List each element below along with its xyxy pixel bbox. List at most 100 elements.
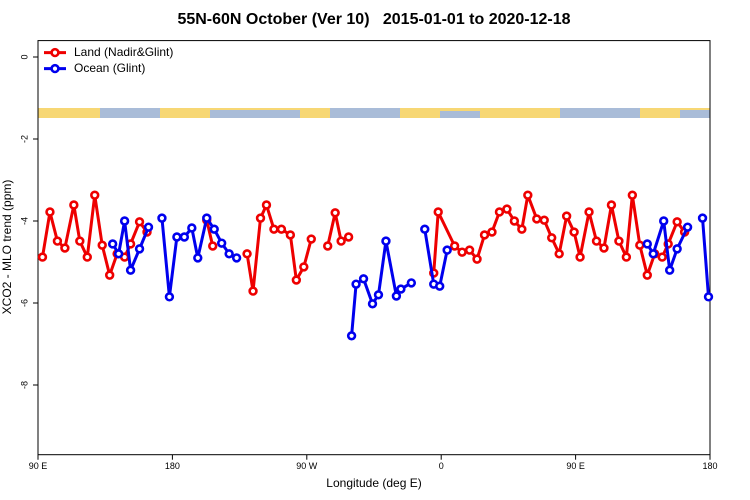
point — [208, 241, 218, 251]
point — [255, 213, 266, 223]
point — [242, 249, 252, 259]
point — [330, 208, 340, 218]
point — [406, 278, 417, 288]
legend-label: Ocean (Glint) — [74, 61, 145, 75]
point — [396, 284, 406, 294]
land-mask-strip — [38, 108, 710, 118]
point — [648, 249, 658, 259]
point — [606, 200, 617, 210]
point — [172, 232, 182, 242]
point — [231, 253, 242, 263]
point — [457, 247, 467, 257]
point — [113, 249, 124, 259]
point — [479, 230, 490, 240]
point — [291, 275, 302, 285]
point — [547, 233, 557, 243]
point — [599, 243, 609, 253]
point — [664, 265, 675, 275]
point — [134, 244, 145, 254]
legend-marker — [50, 63, 60, 74]
point — [134, 217, 145, 227]
point — [523, 190, 533, 200]
point — [104, 270, 115, 280]
point — [614, 236, 624, 246]
point — [697, 213, 708, 223]
point — [494, 207, 505, 217]
point — [261, 200, 272, 210]
point — [435, 281, 445, 291]
point — [532, 214, 542, 224]
point — [561, 211, 572, 221]
point — [627, 190, 638, 200]
point — [517, 224, 527, 234]
point — [299, 262, 309, 272]
point — [69, 200, 79, 210]
point — [569, 227, 579, 237]
point — [672, 217, 682, 227]
point — [391, 291, 402, 301]
point — [209, 224, 219, 234]
x-axis-label: Longitude (deg E) — [326, 476, 421, 490]
y-tick-label: -6 — [19, 299, 29, 307]
point — [323, 241, 333, 251]
y-tick-label: -8 — [19, 381, 29, 389]
x-tick-label: 90 E — [566, 461, 585, 471]
point — [472, 254, 482, 264]
point — [107, 239, 118, 249]
point — [306, 234, 316, 244]
point — [621, 252, 632, 262]
point — [60, 243, 70, 253]
point — [343, 232, 354, 242]
point — [346, 331, 357, 341]
point — [642, 239, 652, 249]
point — [119, 216, 130, 226]
point — [336, 236, 346, 246]
point — [193, 253, 203, 263]
point — [216, 238, 227, 248]
point — [420, 224, 430, 234]
point — [659, 216, 669, 226]
point — [657, 252, 667, 262]
x-tick-label: 90 W — [296, 461, 318, 471]
point — [164, 292, 175, 302]
point — [143, 222, 154, 232]
point — [584, 207, 594, 217]
point — [635, 240, 645, 250]
legend-label: Land (Nadir&Glint) — [74, 45, 173, 59]
point — [351, 279, 361, 289]
plot-frame — [37, 40, 711, 456]
point — [509, 216, 520, 226]
point — [187, 223, 197, 233]
point — [37, 252, 48, 262]
legend-marker — [50, 47, 60, 58]
point — [358, 274, 369, 284]
point — [90, 190, 100, 200]
point — [703, 292, 714, 302]
x-tick-label: 180 — [702, 461, 717, 471]
x-tick-label: 180 — [165, 461, 180, 471]
x-tick-label: 0 — [439, 461, 444, 471]
point — [82, 252, 92, 262]
point — [285, 230, 296, 240]
point — [367, 299, 378, 309]
point — [642, 270, 652, 280]
point — [373, 290, 384, 300]
point — [554, 249, 564, 259]
point — [157, 213, 167, 223]
y-axis-label: XCO2 - MLO trend (ppm) — [0, 180, 14, 315]
point — [539, 215, 549, 225]
point — [672, 244, 682, 254]
point — [97, 240, 107, 250]
point — [381, 236, 391, 246]
x-tick-label: 90 E — [29, 461, 48, 471]
point — [52, 236, 63, 246]
point — [179, 232, 190, 242]
point — [591, 236, 602, 246]
point — [502, 204, 512, 214]
y-tick-label: 0 — [19, 54, 29, 59]
point — [575, 252, 585, 262]
point — [45, 207, 55, 217]
point — [464, 245, 475, 255]
point — [125, 265, 136, 275]
point — [224, 249, 234, 259]
